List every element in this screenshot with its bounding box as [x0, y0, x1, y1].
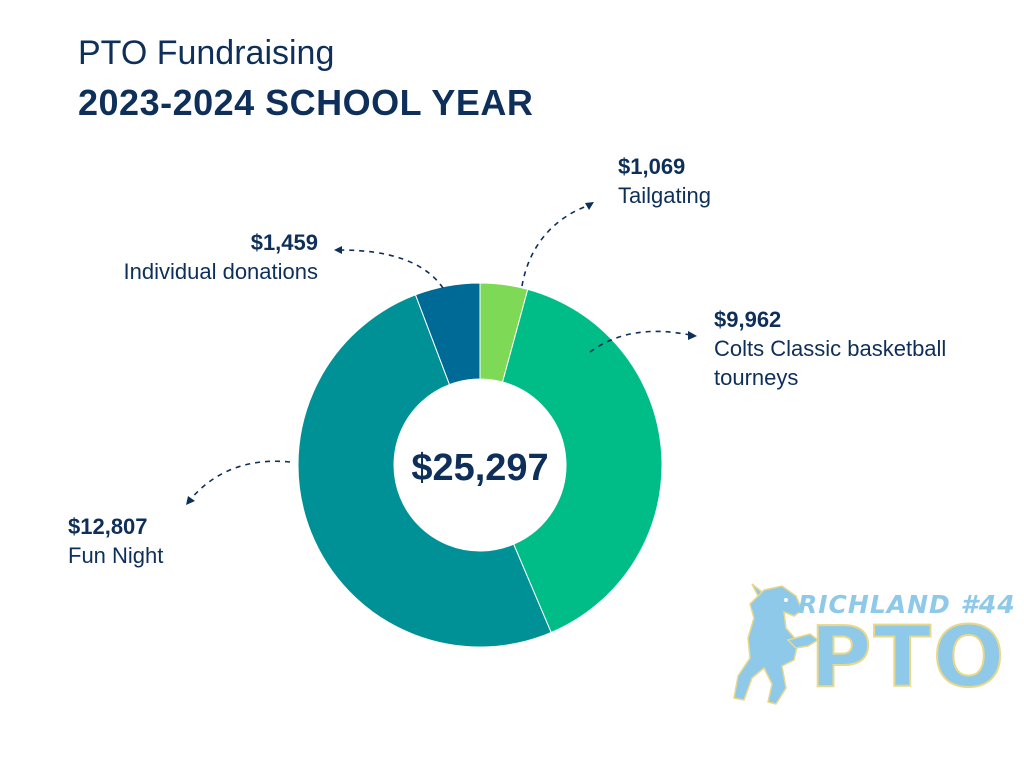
- label-individual-donations: $1,459 Individual donations: [60, 228, 318, 286]
- page-title: PTO Fundraising: [78, 34, 335, 72]
- arrowhead-colts-classic: [688, 331, 697, 340]
- center-total-label: $25,297: [411, 447, 548, 489]
- arrow-individual-donations: [339, 249, 444, 289]
- tailgating-name: Tailgating: [618, 183, 711, 208]
- arrow-tailgating: [521, 204, 591, 287]
- colt-horse-mascot-icon: [733, 583, 820, 705]
- label-colts-classic: $9,962 Colts Classic basketball tourneys: [714, 305, 954, 392]
- slice-fun-night: [297, 294, 552, 648]
- individual-donations-name: Individual donations: [123, 259, 318, 284]
- slice-colts-classic-basketball-tourneys: [501, 288, 663, 634]
- page-subtitle: 2023-2024 SCHOOL YEAR: [78, 82, 534, 123]
- arrowhead-individual-donations: [334, 246, 342, 254]
- colts-classic-name: Colts Classic basketball tourneys: [714, 336, 947, 390]
- logo-line-1: RICHLAND #44: [798, 590, 1016, 619]
- arrow-fun-night: [189, 460, 291, 501]
- fun-night-name: Fun Night: [68, 543, 164, 568]
- slice-individual-donations: [414, 282, 481, 386]
- tailgating-value: $1,069: [618, 154, 686, 179]
- label-fun-night: $12,807 Fun Night: [68, 512, 163, 570]
- fun-night-value: $12,807: [68, 514, 148, 539]
- arrowhead-fun-night: [186, 496, 195, 505]
- label-tailgating: $1,069 Tailgating: [618, 152, 711, 210]
- colts-classic-value: $9,962: [714, 307, 782, 332]
- individual-donations-value: $1,459: [250, 230, 318, 255]
- logo-line-2: PTO: [809, 607, 1007, 707]
- arrowhead-tailgating: [585, 202, 594, 210]
- arrow-colts-classic: [589, 330, 691, 353]
